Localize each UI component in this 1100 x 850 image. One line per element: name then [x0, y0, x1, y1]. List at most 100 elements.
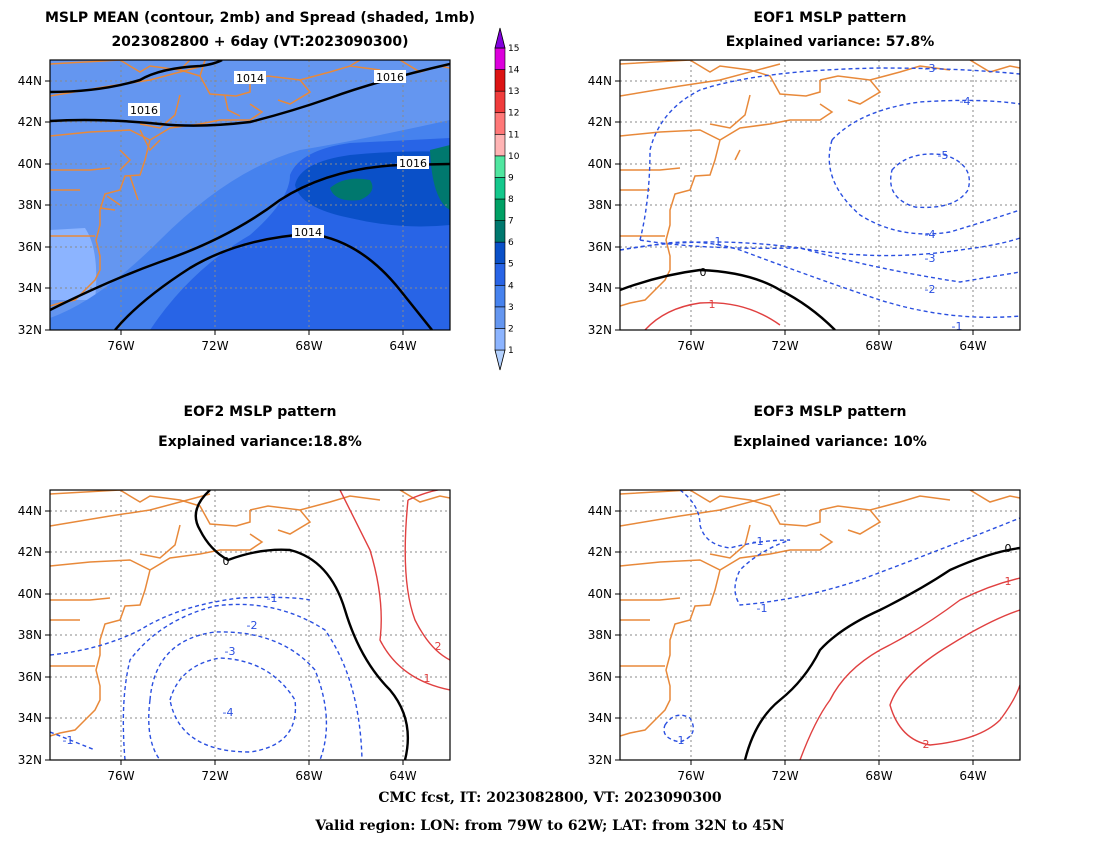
- x-tick-label: 68W: [295, 769, 322, 783]
- contour-label: -1: [711, 235, 722, 248]
- spread-shade-6: [295, 151, 450, 227]
- panel1-plot: 1014 1016 1016 1016 1014 76W 72W 68W 64W 44N…: [18, 59, 451, 353]
- colorbar-cell: [494, 241, 506, 265]
- colorbar-label: 5: [508, 260, 514, 270]
- colorbar-cell: [494, 284, 506, 308]
- panel1-subtitle: 2023082800 + 6day (VT:2023090300): [111, 34, 409, 50]
- y-tick-label: 44N: [18, 74, 42, 88]
- x-tick-label: 68W: [295, 339, 322, 353]
- colorbar-label: 1: [508, 346, 514, 356]
- colorbar-cell: [494, 155, 506, 178]
- contour-label: -3: [925, 62, 936, 75]
- panel3-title: EOF2 MSLP pattern: [183, 404, 337, 420]
- panel1-title: MSLP MEAN (contour, 2mb) and Spread (sha…: [45, 10, 475, 26]
- colorbar-label: 12: [508, 109, 519, 119]
- colorbar-cell: [494, 90, 506, 114]
- x-tick-label: 76W: [677, 769, 704, 783]
- colorbar-label: 2: [508, 324, 514, 334]
- contour-label: -1: [753, 535, 764, 548]
- colorbar-cell: [494, 349, 506, 371]
- colorbar-cell: [494, 27, 506, 49]
- panel2-title: EOF1 MSLP pattern: [753, 10, 907, 26]
- y-tick-label: 36N: [18, 670, 42, 684]
- x-tick-label: 64W: [389, 339, 416, 353]
- y-tick-label: 44N: [18, 504, 42, 518]
- colorbar-cell: [494, 328, 506, 351]
- panel3-plot: 0 -1 -2 -3 -4 -1 1 2 76W 72W 68W 64W 44N 42N 4…: [18, 489, 451, 783]
- x-tick-label: 76W: [107, 769, 134, 783]
- x-tick-label: 72W: [201, 769, 228, 783]
- contour-label: -1: [63, 734, 74, 747]
- contour-label: 2: [435, 640, 442, 653]
- x-tick-label: 76W: [107, 339, 134, 353]
- panel4-subtitle: Explained variance: 10%: [733, 434, 927, 450]
- y-tick-label: 40N: [588, 587, 612, 601]
- x-tick-label: 76W: [677, 339, 704, 353]
- contour-label: 1016: [376, 71, 404, 84]
- colorbar-label: 9: [508, 173, 514, 183]
- y-tick-label: 34N: [588, 281, 612, 295]
- y-tick-label: 38N: [588, 628, 612, 642]
- contour-label: 1016: [399, 157, 427, 170]
- x-tick-label: 68W: [865, 769, 892, 783]
- contour-label: -1: [674, 734, 685, 747]
- contour-label: 0: [700, 266, 707, 279]
- panel2-subtitle: Explained variance: 57.8%: [725, 34, 935, 50]
- footer-line2: Valid region: LON: from 79W to 62W; LAT:…: [315, 818, 785, 834]
- colorbar-label: 7: [508, 217, 514, 227]
- contour-label: 0: [1005, 542, 1012, 555]
- panel2-contour-labels: -5 -4 -3 -4 -3 -2 -1 -1 0 1: [700, 62, 971, 333]
- panel3-coastline: [50, 490, 450, 737]
- x-tick-label: 64W: [959, 769, 986, 783]
- y-tick-label: 40N: [18, 587, 42, 601]
- x-tick-label: 72W: [771, 769, 798, 783]
- y-tick-label: 32N: [18, 753, 42, 767]
- colorbar-label: 6: [508, 238, 514, 248]
- y-tick-label: 36N: [18, 240, 42, 254]
- colorbar-cell: [494, 133, 506, 157]
- contour-label: 1: [424, 672, 431, 685]
- panel3-eof-contours: [50, 490, 450, 760]
- x-tick-label: 72W: [201, 339, 228, 353]
- contour-label: -2: [925, 283, 936, 296]
- x-tick-label: 64W: [959, 339, 986, 353]
- contour-label: -3: [225, 645, 236, 658]
- y-tick-label: 32N: [588, 753, 612, 767]
- y-tick-label: 36N: [588, 670, 612, 684]
- x-tick-label: 68W: [865, 339, 892, 353]
- panel4-title: EOF3 MSLP pattern: [753, 404, 907, 420]
- contour-label: 1: [1005, 575, 1012, 588]
- colorbar-label: 11: [508, 130, 519, 140]
- y-tick-label: 42N: [18, 545, 42, 559]
- panel2-coastline: [620, 60, 1020, 307]
- panel2-eof-contours: [620, 67, 1020, 330]
- panel1-mslp-contours: [50, 60, 450, 330]
- colorbar-label: 8: [508, 195, 514, 205]
- y-tick-label: 32N: [588, 323, 612, 337]
- colorbar-cell: [494, 69, 506, 92]
- colorbar-cell: [494, 220, 506, 243]
- colorbar-label: 13: [508, 87, 519, 97]
- colorbar-cell: [494, 112, 506, 135]
- contour-label: 1014: [236, 72, 264, 85]
- y-tick-label: 40N: [18, 157, 42, 171]
- y-tick-label: 40N: [588, 157, 612, 171]
- spread-shade-7b: [430, 145, 450, 210]
- colorbar-cell: [494, 306, 506, 329]
- panel3-contour-labels: 0 -1 -2 -3 -4 -1 1 2: [63, 555, 442, 747]
- panel4-contour-labels: -1 -1 -1 0 1 2: [674, 535, 1012, 751]
- y-tick-label: 42N: [588, 115, 612, 129]
- panel4-coastline: [620, 490, 1020, 737]
- contour-label: 1014: [294, 226, 322, 239]
- y-tick-label: 38N: [18, 198, 42, 212]
- contour-label: -2: [247, 619, 258, 632]
- y-tick-label: 34N: [18, 711, 42, 725]
- panel4-eof-contours: [663, 490, 1020, 760]
- y-tick-label: 42N: [588, 545, 612, 559]
- contour-label: 0: [223, 555, 230, 568]
- panel4-plot: -1 -1 -1 0 1 2 76W 72W 68W 64W 44N 42N 40N 38N 3…: [588, 489, 1021, 783]
- footer-line1: CMC fcst, IT: 2023082800, VT: 2023090300: [378, 790, 722, 806]
- contour-label: -1: [757, 602, 768, 615]
